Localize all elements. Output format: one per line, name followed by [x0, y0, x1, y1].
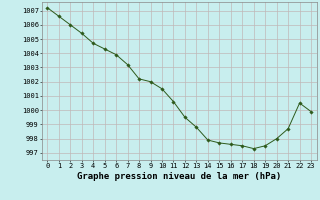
X-axis label: Graphe pression niveau de la mer (hPa): Graphe pression niveau de la mer (hPa)	[77, 172, 281, 181]
